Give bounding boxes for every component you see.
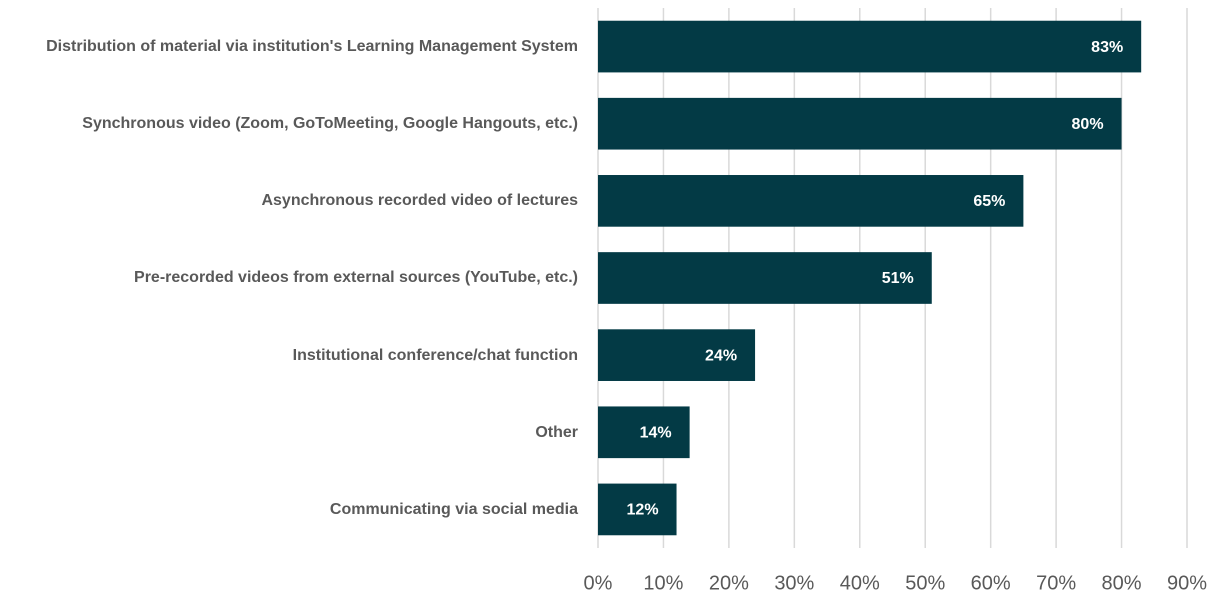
category-label: Other: [8, 394, 578, 471]
value-label: 51%: [882, 270, 914, 287]
x-tick-label: 0%: [584, 572, 613, 594]
category-text: Pre-recorded videos from external source…: [134, 269, 578, 287]
x-tick-label: 40%: [840, 572, 880, 594]
bar: [598, 97, 1122, 150]
category-text: Institutional conference/chat function: [292, 346, 578, 364]
category-label: Communicating via social media: [8, 471, 578, 548]
bar: [598, 20, 1142, 73]
x-tick-label: 70%: [1036, 572, 1076, 594]
x-tick-label: 60%: [971, 572, 1011, 594]
value-label: 80%: [1072, 116, 1104, 133]
x-tick-label: 50%: [905, 572, 945, 594]
bar: [598, 252, 932, 304]
value-label: 83%: [1091, 39, 1123, 56]
value-label: 12%: [627, 502, 659, 519]
x-tick-label: 30%: [774, 572, 814, 594]
category-text: Asynchronous recorded video of lectures: [261, 192, 578, 210]
bar: [598, 406, 690, 459]
x-tick-label: 10%: [643, 572, 683, 594]
value-label: 65%: [973, 193, 1005, 210]
category-label: Asynchronous recorded video of lectures: [8, 162, 578, 239]
category-text: Synchronous video (Zoom, GoToMeeting, Go…: [82, 115, 578, 133]
x-tick-label: 80%: [1102, 572, 1142, 594]
category-text: Other: [535, 423, 578, 441]
bar: [598, 483, 677, 536]
bar: [598, 175, 1024, 227]
category-label: Distribution of material via institution…: [8, 8, 578, 85]
value-label: 24%: [705, 347, 737, 364]
category-text: Communicating via social media: [329, 500, 578, 518]
category-label: Pre-recorded videos from external source…: [8, 239, 578, 316]
value-label: 14%: [640, 425, 672, 442]
category-label: Institutional conference/chat function: [8, 317, 578, 394]
x-tick-label: 90%: [1167, 572, 1207, 594]
x-tick-label: 20%: [709, 572, 749, 594]
category-text: Distribution of material via institution…: [46, 38, 578, 56]
category-label: Synchronous video (Zoom, GoToMeeting, Go…: [8, 85, 578, 162]
bar: [598, 329, 756, 381]
